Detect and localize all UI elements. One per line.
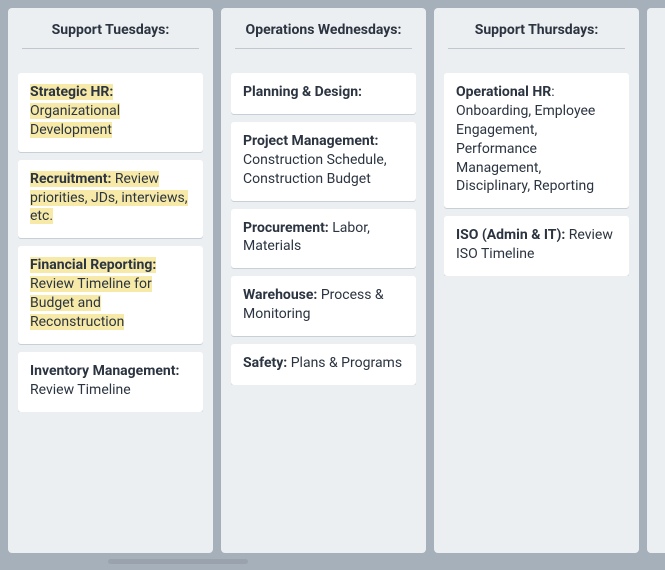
card[interactable]: Planning & Design: xyxy=(231,73,416,114)
column-divider xyxy=(22,48,199,49)
card-desc: Construction Schedule, Construction Budg… xyxy=(243,152,387,187)
column-divider xyxy=(235,48,412,49)
card-title: Procurement: xyxy=(243,220,329,236)
card-desc: Review Timeline for Budget and Reconstru… xyxy=(30,276,152,330)
card[interactable]: Warehouse: Process & Monitoring xyxy=(231,276,416,336)
card[interactable]: Procurement: Labor, Materials xyxy=(231,209,416,269)
card-title: ISO (Admin & IT): xyxy=(456,227,565,243)
column-support-tuesdays: Support Tuesdays: Strategic HR: Organiza… xyxy=(8,8,213,553)
card-title: Recruitment: xyxy=(30,171,111,187)
column-divider xyxy=(448,48,625,49)
card-title: Planning & Design: xyxy=(243,84,362,100)
column-title[interactable]: Support Tuesdays: xyxy=(22,18,199,48)
card[interactable]: Recruitment: Review priorities, JDs, int… xyxy=(18,160,203,239)
column-title[interactable]: Operations Wednesdays: xyxy=(235,18,412,48)
card-desc: Organizational Development xyxy=(30,103,120,138)
card-title: Operational HR xyxy=(456,84,551,100)
card-title: Strategic HR: xyxy=(30,84,113,100)
card[interactable]: Strategic HR: Organizational Development xyxy=(18,73,203,152)
card-title: Inventory Management: xyxy=(30,363,179,379)
kanban-board: Support Tuesdays: Strategic HR: Organiza… xyxy=(0,0,665,570)
card-title: Safety: xyxy=(243,355,287,371)
card-desc: Review Timeline xyxy=(30,382,131,398)
column-peek xyxy=(647,8,665,553)
card-list: Planning & Design: Project Management: C… xyxy=(231,59,416,385)
card[interactable]: Financial Reporting: Review Timeline for… xyxy=(18,246,203,344)
card-title: Financial Reporting: xyxy=(30,257,156,273)
card-title: Warehouse: xyxy=(243,287,317,303)
column-support-thursdays: Support Thursdays: Operational HR: Onboa… xyxy=(434,8,639,553)
card-list: Operational HR: Onboarding, Employee Eng… xyxy=(444,59,629,276)
card-desc: : Onboarding, Employee Engagement, Perfo… xyxy=(456,84,595,194)
card[interactable]: Safety: Plans & Programs xyxy=(231,344,416,385)
card[interactable]: Inventory Management: Review Timeline xyxy=(18,352,203,412)
card-list: Strategic HR: Organizational Development… xyxy=(18,59,203,412)
card[interactable]: Operational HR: Onboarding, Employee Eng… xyxy=(444,73,629,208)
card-desc: Plans & Programs xyxy=(287,355,402,371)
card-title: Project Management: xyxy=(243,133,378,149)
card[interactable]: Project Management: Construction Schedul… xyxy=(231,122,416,201)
card[interactable]: ISO (Admin & IT): Review ISO Timeline xyxy=(444,216,629,276)
column-title[interactable]: Support Thursdays: xyxy=(448,18,625,48)
column-operations-wednesdays: Operations Wednesdays: Planning & Design… xyxy=(221,8,426,553)
